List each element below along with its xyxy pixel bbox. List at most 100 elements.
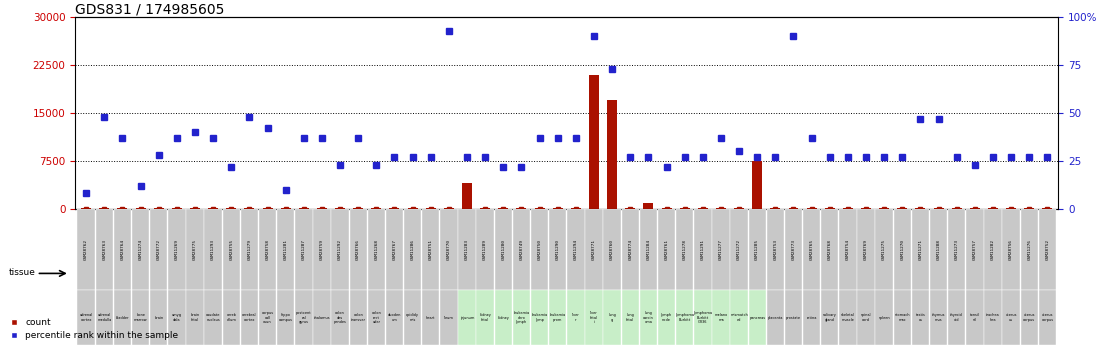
Bar	[586, 290, 602, 345]
Text: colon
des
pendes: colon des pendes	[333, 311, 346, 324]
Text: melano
ma: melano ma	[714, 314, 727, 322]
Text: duoden
um: duoden um	[387, 314, 401, 322]
Text: liver
r: liver r	[572, 314, 580, 322]
Text: GSM28759: GSM28759	[320, 239, 324, 260]
Bar	[132, 290, 149, 345]
Text: colon
rect
ader: colon rect ader	[372, 311, 381, 324]
Bar	[205, 290, 221, 345]
Text: GSM28761: GSM28761	[664, 239, 669, 260]
Bar	[767, 290, 784, 345]
Text: caudate
nucleus: caudate nucleus	[206, 314, 220, 322]
Bar	[731, 290, 748, 345]
Bar	[1038, 209, 1056, 290]
Bar	[753, 161, 763, 209]
Text: jejunum: jejunum	[459, 316, 474, 320]
Text: GSM11287: GSM11287	[302, 239, 306, 260]
Bar	[368, 290, 385, 345]
Text: lymph
node: lymph node	[661, 314, 672, 322]
Text: GSM11279: GSM11279	[247, 239, 251, 260]
Bar	[296, 290, 312, 345]
Bar	[404, 209, 422, 290]
Text: stomach
mac: stomach mac	[894, 314, 910, 322]
Text: GSM11286: GSM11286	[411, 239, 415, 260]
Text: GSM28755: GSM28755	[229, 239, 234, 260]
Text: ileum: ileum	[444, 316, 454, 320]
Bar	[531, 290, 548, 345]
Bar	[748, 290, 766, 345]
Text: GSM11291: GSM11291	[701, 239, 705, 260]
Bar	[821, 209, 838, 290]
Bar	[767, 209, 784, 290]
Text: GSM28763: GSM28763	[102, 239, 106, 260]
Text: uterus
corpus: uterus corpus	[1042, 314, 1054, 322]
Bar	[567, 290, 584, 345]
Bar	[821, 290, 838, 345]
Text: liver
fetal
i: liver fetal i	[590, 311, 598, 324]
Bar	[640, 209, 658, 290]
Bar	[694, 209, 712, 290]
Bar	[223, 290, 240, 345]
Text: GSM28752: GSM28752	[1045, 239, 1049, 260]
Bar	[984, 290, 1002, 345]
Bar	[441, 290, 457, 345]
Bar	[223, 209, 240, 290]
Text: GSM11284: GSM11284	[646, 239, 651, 260]
Bar	[422, 290, 439, 345]
Text: GSM28766: GSM28766	[356, 239, 360, 260]
Bar	[621, 209, 639, 290]
Text: postcent
ral
gyrus: postcent ral gyrus	[296, 311, 312, 324]
Text: leukemia
chro
lymph: leukemia chro lymph	[514, 311, 529, 324]
Bar	[912, 209, 929, 290]
Text: GSM28775: GSM28775	[193, 239, 197, 260]
Text: hippo
campus: hippo campus	[279, 314, 292, 322]
Text: GSM11275: GSM11275	[882, 239, 887, 260]
Text: thymus
mus: thymus mus	[932, 314, 945, 322]
Bar	[948, 209, 965, 290]
Bar	[966, 290, 983, 345]
Text: spinal
cord: spinal cord	[861, 314, 871, 322]
Text: GSM11290: GSM11290	[556, 239, 560, 260]
Bar	[1003, 290, 1020, 345]
Bar	[803, 209, 820, 290]
Bar	[114, 209, 131, 290]
Text: GSM28769: GSM28769	[865, 239, 868, 260]
Text: GSM11277: GSM11277	[718, 239, 723, 260]
Bar	[643, 203, 653, 209]
Text: bone
marrow: bone marrow	[134, 314, 147, 322]
Bar	[151, 209, 167, 290]
Bar	[462, 183, 472, 209]
Bar	[495, 290, 513, 345]
Text: lung
fetal: lung fetal	[627, 314, 634, 322]
Text: GSM11293: GSM11293	[211, 239, 215, 260]
Bar	[458, 290, 476, 345]
Text: leukemia
lymp: leukemia lymp	[531, 314, 548, 322]
Text: GSM28762: GSM28762	[84, 239, 89, 260]
Bar	[694, 290, 712, 345]
Bar	[368, 209, 385, 290]
Text: spleen: spleen	[878, 316, 890, 320]
Text: GSM11283: GSM11283	[465, 239, 469, 260]
Bar	[350, 209, 366, 290]
Bar	[586, 209, 602, 290]
Text: GSM11292: GSM11292	[338, 239, 342, 260]
Text: mismatch
ed: mismatch ed	[731, 314, 748, 322]
Text: uterus
us: uterus us	[1005, 314, 1017, 322]
Bar	[313, 209, 331, 290]
Bar	[912, 290, 929, 345]
Text: retina: retina	[806, 316, 817, 320]
Legend: count, percentile rank within the sample: count, percentile rank within the sample	[4, 318, 178, 341]
Bar	[404, 290, 422, 345]
Text: GSM28773: GSM28773	[792, 239, 796, 260]
Text: GSM28749: GSM28749	[519, 239, 524, 260]
Text: uterus
corpus: uterus corpus	[1023, 314, 1035, 322]
Bar	[313, 290, 331, 345]
Text: heart: heart	[426, 316, 435, 320]
Bar	[748, 209, 766, 290]
Text: GSM11272: GSM11272	[737, 239, 741, 260]
Text: GSM11276: GSM11276	[1027, 239, 1032, 260]
Text: GSM28757: GSM28757	[973, 239, 976, 260]
Text: GSM28756: GSM28756	[1010, 239, 1013, 260]
Bar	[603, 209, 621, 290]
Text: GSM11289: GSM11289	[483, 239, 487, 260]
Bar	[930, 290, 948, 345]
